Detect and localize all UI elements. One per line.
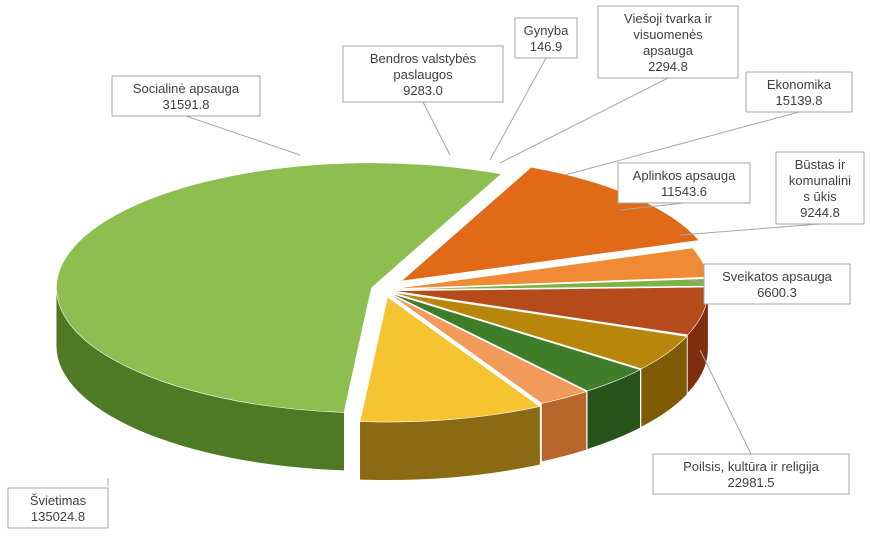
pie-side-6 (687, 290, 708, 393)
leader-line-2 (185, 115, 301, 156)
leader-line-8 (679, 223, 821, 236)
leader-line-7 (619, 202, 685, 211)
label-box (7, 487, 109, 529)
label-text: 146.9 (530, 39, 563, 54)
label-box (775, 151, 865, 225)
label-text: Švietimas (30, 493, 87, 508)
label-text: Poilsis, kultūra ir religija (683, 459, 820, 474)
label-text: 135024.8 (31, 509, 85, 524)
leader-line-4 (489, 57, 547, 161)
label-text: 9244.8 (800, 205, 840, 220)
leader-line-6 (564, 111, 800, 176)
label-text: Bendros valstybės (370, 51, 477, 66)
pie-slice-8 (390, 293, 641, 392)
label-text: apsauga (643, 43, 694, 58)
label-text: 15139.8 (776, 93, 823, 108)
label-box (597, 5, 739, 79)
label-box (652, 453, 850, 495)
label-text: 6600.3 (757, 285, 797, 300)
label-text: Būstas ir (795, 157, 846, 172)
pie-side-10 (360, 406, 540, 481)
label-text: Socialinė apsauga (133, 81, 240, 96)
pie-side-9 (541, 391, 587, 462)
label-box (703, 263, 851, 305)
pie-slice-9 (389, 293, 588, 404)
label-text: Viešoji tvarka ir (624, 11, 713, 26)
label-text: visuomenės (633, 27, 703, 42)
label-text: 2294.8 (648, 59, 688, 74)
label-box (617, 162, 751, 204)
label-box (514, 17, 578, 59)
label-box (111, 75, 261, 117)
pie-slice-10 (359, 296, 541, 423)
label-text: 9283.0 (403, 83, 443, 98)
label-text: s ūkis (803, 189, 837, 204)
pie-side-1 (56, 287, 345, 471)
label-text: komunalini (789, 173, 851, 188)
label-text: Gynyba (524, 23, 570, 38)
label-text: Sveikatos apsauga (722, 269, 833, 284)
pie-side-8 (587, 369, 641, 449)
pie-slice-1 (56, 162, 502, 413)
label-text: 11543.6 (661, 184, 707, 199)
leader-line-5 (499, 77, 669, 164)
pie-slice-7 (391, 292, 688, 370)
label-text: Ekonomika (767, 77, 832, 92)
label-text: paslaugos (393, 67, 453, 82)
label-text: Aplinkos apsauga (633, 168, 736, 183)
leader-line-10 (699, 349, 752, 455)
label-box (745, 71, 853, 113)
label-box (342, 45, 504, 103)
label-text: 31591.8 (163, 97, 210, 112)
pie-side-walls (56, 287, 708, 481)
leader-line-3 (422, 101, 451, 156)
label-text: 22981.5 (728, 475, 775, 490)
pie-side-7 (641, 336, 687, 427)
